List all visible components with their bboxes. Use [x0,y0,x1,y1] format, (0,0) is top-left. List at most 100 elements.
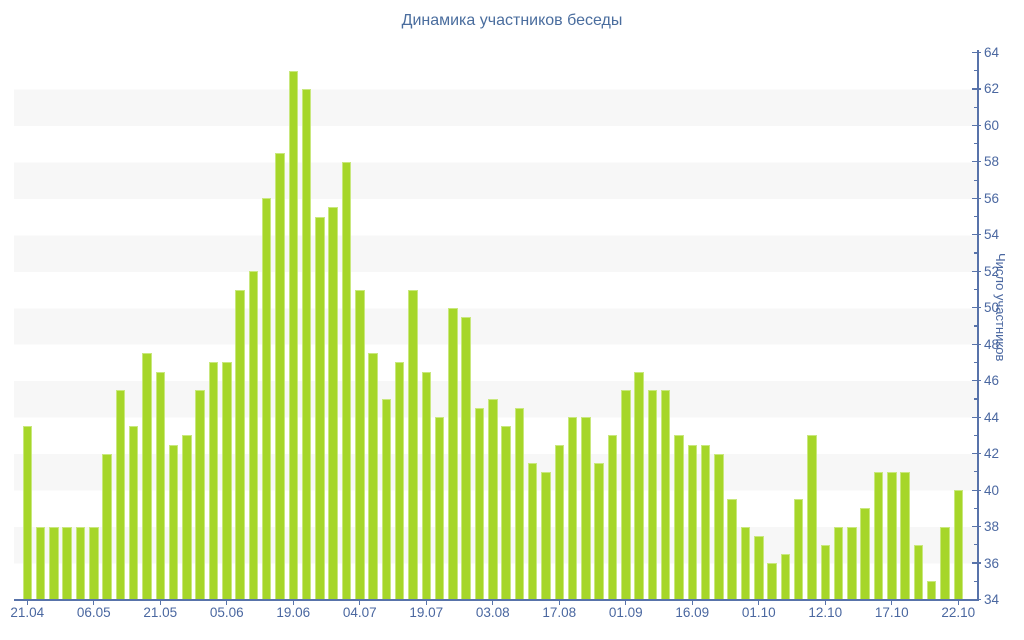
bar [248,271,259,600]
bar [714,453,724,600]
bar [780,553,791,600]
bar [514,408,525,600]
x-tick-label: 03.08 [475,605,510,620]
y-tick-label: 62 [984,81,1000,97]
y-major-tick [972,598,981,601]
y-tick-label: 46 [984,373,1000,389]
bar [953,490,964,600]
x-tick [226,600,228,605]
bar [488,398,498,600]
bar [381,398,392,600]
y-tick-label: 40 [984,482,1000,498]
y-tick-label: 58 [984,154,1000,170]
bar [887,471,897,600]
x-tick [292,600,294,605]
bar [368,353,378,600]
bar [687,444,698,600]
y-tick-label: 54 [984,227,1000,243]
bar [900,471,910,600]
x-tick [159,600,161,605]
bar [222,362,232,600]
y-minor-tick [974,143,979,145]
x-tick [425,600,427,605]
bar [75,526,86,600]
x-tick-label: 21.05 [143,605,178,620]
y-tick-label: 38 [984,519,1000,535]
plot-area [14,52,978,600]
bar [793,499,804,600]
bar [128,426,139,600]
bar [541,471,551,600]
y-major-tick [972,234,981,236]
bar [89,526,99,600]
bar [567,417,578,600]
bar [727,499,737,600]
bar [767,563,777,600]
bar [926,581,937,600]
bar [182,435,192,600]
x-tick [359,600,361,605]
y-major-tick [972,380,981,382]
y-major-tick [972,51,981,54]
y-minor-tick [974,507,979,509]
y-tick-label: 34 [984,592,1000,607]
bar [820,544,831,600]
x-axis-line [14,598,979,601]
bar [474,408,485,600]
x-tick-label: 22.10 [941,605,976,620]
y-minor-tick [974,252,979,254]
bar [261,198,272,600]
x-tick [625,600,627,605]
y-minor-tick [974,325,979,327]
x-tick-label: 16.09 [675,605,710,620]
bar [394,362,405,600]
x-tick-label: 19.07 [409,605,444,620]
x-tick-label: 19.06 [276,605,311,620]
bar [208,362,219,600]
y-tick-label: 56 [984,190,1000,206]
x-tick [758,600,760,605]
bar [328,207,338,600]
x-tick [957,600,959,605]
bar [860,508,870,600]
bar [833,526,844,600]
bar [315,216,325,600]
bar [341,161,352,600]
bar [301,88,312,600]
y-major-tick [972,453,981,455]
x-tick [824,600,826,605]
y-tick-label: 36 [984,555,1000,571]
x-tick-label: 06.05 [76,605,111,620]
bar [275,152,285,600]
y-tick-label: 64 [984,45,1000,60]
y-major-tick [972,343,981,345]
x-tick-label: 01.10 [741,605,776,620]
bar [448,307,458,600]
x-tick-label: 12.10 [808,605,843,620]
bar [913,544,924,600]
y-major-tick [972,161,981,163]
y-minor-tick [974,361,979,364]
bar [155,371,166,600]
y-major-tick [972,197,981,199]
bar [62,526,72,600]
bar [421,371,432,600]
bar [700,444,711,600]
y-minor-tick [974,106,979,108]
bar [102,453,112,600]
bar [434,417,445,600]
y-minor-tick [974,70,979,72]
y-tick-label: 52 [984,263,1000,279]
bar [288,70,299,600]
y-tick-label: 50 [984,300,1000,316]
bar [621,389,631,600]
x-tick [492,600,494,605]
x-tick [93,600,95,605]
bar [235,289,245,600]
bar [168,444,179,600]
bar [660,389,671,600]
y-major-tick [972,489,981,491]
x-tick [26,600,28,605]
y-major-tick [972,307,981,309]
